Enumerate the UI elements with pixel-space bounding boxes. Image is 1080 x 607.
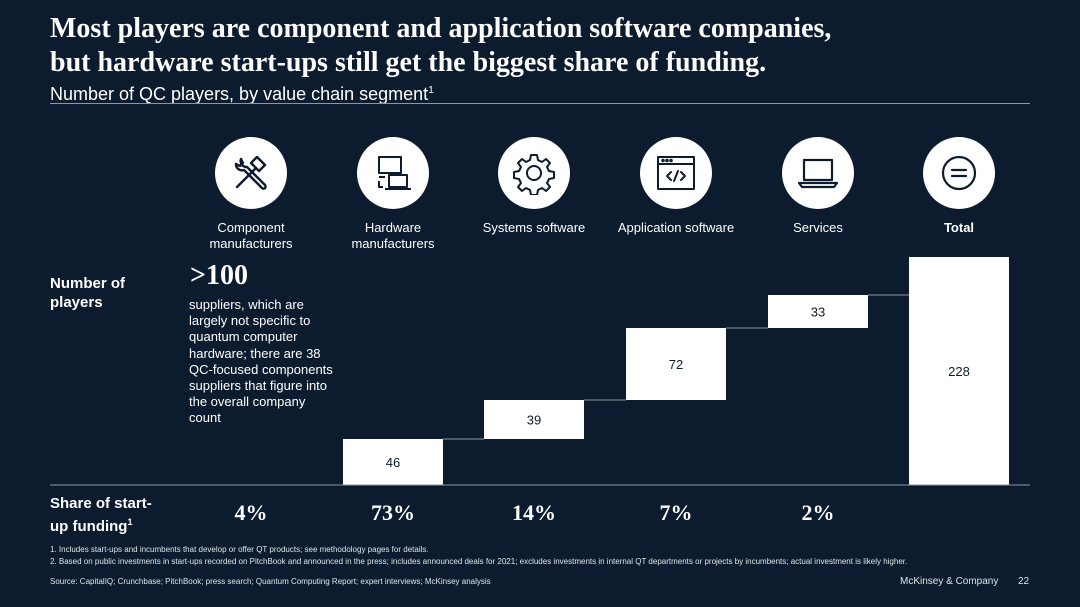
category-label-hardware-line-2: manufacturers — [351, 236, 435, 251]
category-label-hardware-line-1: Hardware — [364, 220, 422, 235]
row-label-players-line-2: players — [50, 294, 103, 311]
laptop-icon — [782, 137, 854, 209]
row-label-funding-footnote-mark: 1 — [127, 517, 133, 527]
subtitle-text: Number of QC players, by value chain seg… — [50, 84, 429, 104]
component-big-number: >100 — [190, 260, 248, 291]
title-line-2: but hardware start-ups still get the big… — [50, 47, 767, 78]
footnote-1: 1. Includes start-ups and incumbents tha… — [50, 545, 429, 554]
title-line-1: Most players are component and applicati… — [50, 13, 832, 44]
bar-application-software — [626, 328, 726, 400]
category-label-services-line-1: Services — [793, 220, 843, 235]
funding-share-services: 2% — [801, 500, 835, 525]
row-label-funding-line-2: up funding1 — [50, 513, 152, 536]
category-label-total-line-1: Total — [943, 220, 975, 235]
category-label-systems-software: Systems software — [464, 220, 604, 236]
bar-value-hardware-manufacturers: 46 — [386, 455, 400, 470]
row-label-share-of-funding: Share of start- up funding1 — [50, 494, 152, 536]
funding-share-component: 4% — [234, 500, 268, 525]
category-label-services: Services — [748, 220, 888, 236]
category-label-systems-software-line-1: Systems software — [482, 220, 586, 235]
bar-value-application-software: 72 — [669, 357, 683, 372]
subtitle: Number of QC players, by value chain seg… — [50, 80, 434, 105]
bar-total — [909, 257, 1009, 485]
category-label-component-line-1: Component — [217, 220, 285, 235]
row-label-funding-line-2-text: up funding — [50, 518, 128, 535]
source-note: Source: CapitalIQ; Crunchbase; PitchBook… — [50, 577, 491, 586]
row-label-number-of-players: Number of players — [50, 274, 125, 312]
brand-name: McKinsey & Company — [900, 576, 999, 587]
component-note-text: suppliers, which are largely not specifi… — [189, 297, 333, 426]
bar-value-systems-software: 39 — [527, 413, 541, 428]
funding-share-systems-software: 14% — [512, 500, 556, 525]
row-label-funding-line-1: Share of start- — [50, 495, 152, 512]
row-label-players-line-1: Number of — [50, 275, 125, 292]
category-label-component: Component manufacturers — [181, 220, 321, 252]
page-number: 22 — [1018, 576, 1030, 587]
bar-value-total: 228 — [948, 364, 970, 379]
subtitle-footnote-mark: 1 — [428, 85, 434, 96]
slide-title: Most players are component and applicati… — [50, 12, 1050, 80]
category-label-application-software: Application software — [606, 220, 746, 236]
equals-icon — [923, 137, 995, 209]
category-label-application-software-line-1: Application software — [617, 220, 735, 235]
category-label-hardware: Hardware manufacturers — [323, 220, 463, 252]
footnote-2: 2. Based on public investments in start-… — [50, 557, 908, 566]
bar-value-services: 33 — [811, 305, 825, 320]
tools-icon — [215, 137, 287, 209]
bar-systems-software — [484, 400, 584, 439]
bar-hardware-manufacturers — [343, 439, 443, 485]
title-divider — [50, 103, 1030, 104]
bar-services — [768, 295, 868, 328]
category-label-component-line-2: manufacturers — [209, 236, 293, 251]
chart-bars: 46 39 72 33 228 — [343, 257, 1009, 485]
funding-share-application-software: 7% — [659, 500, 693, 525]
hardware-devices-icon — [357, 137, 429, 209]
category-label-total: Total — [889, 220, 1029, 236]
funding-share-hardware: 73% — [371, 500, 415, 525]
gear-icon — [498, 137, 570, 209]
code-window-icon — [640, 137, 712, 209]
